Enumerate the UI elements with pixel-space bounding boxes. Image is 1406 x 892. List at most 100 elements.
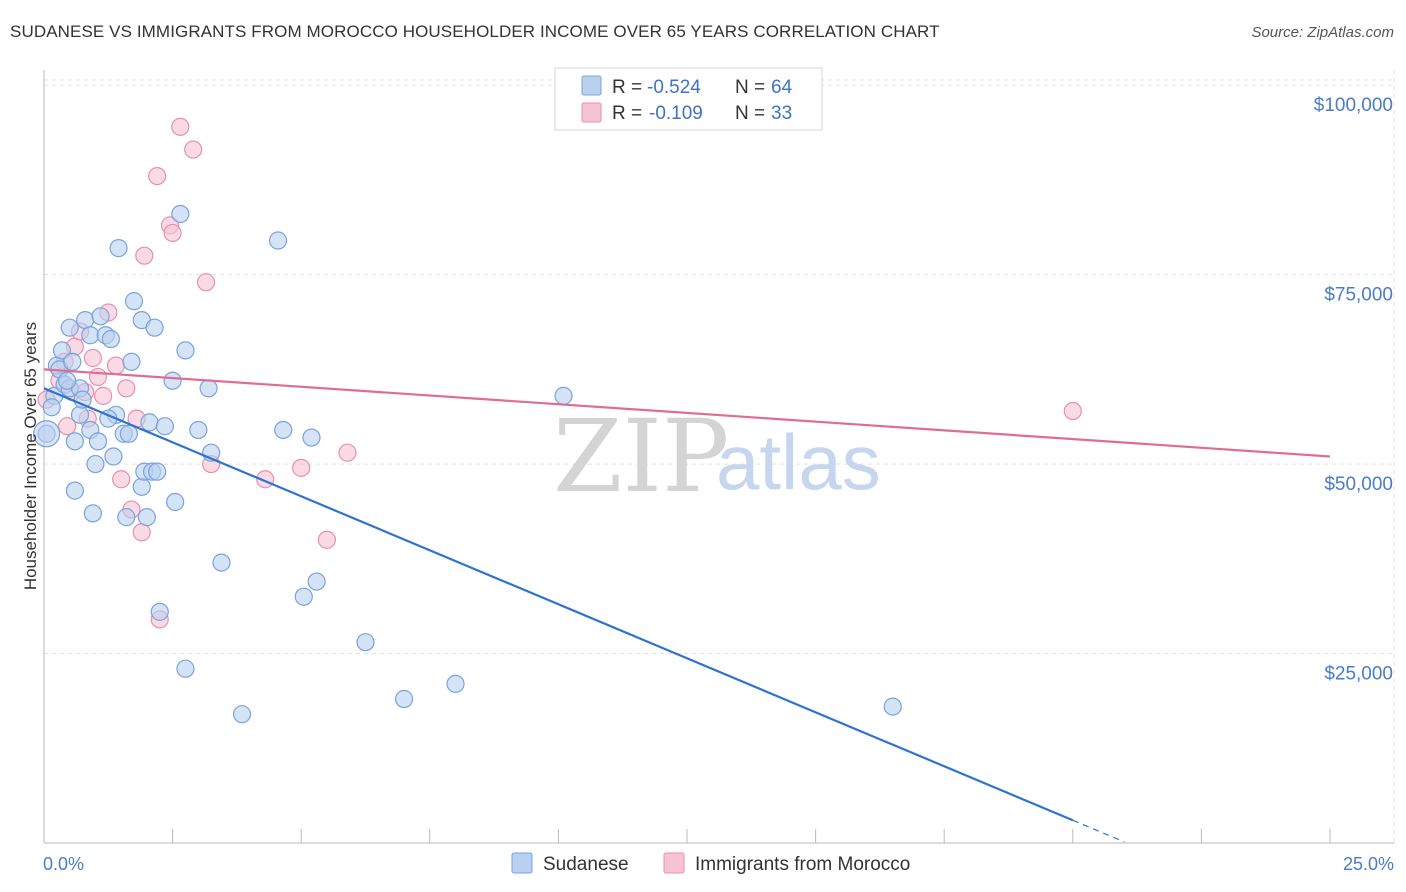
- sudanese-point: [60, 318, 79, 337]
- sudanese-point: [554, 386, 573, 405]
- sudanese-point: [212, 553, 231, 572]
- chart-title: SUDANESE VS IMMIGRANTS FROM MOROCCO HOUS…: [10, 22, 940, 41]
- morocco-point: [184, 140, 203, 159]
- y-axis-title: Householder Income Over 65 years: [21, 322, 40, 590]
- sudanese-point: [58, 371, 77, 390]
- series-legend: Sudanese Immigrants from Morocco: [511, 852, 910, 875]
- watermark: ZIP atlas: [553, 398, 881, 515]
- sudanese-point: [76, 310, 95, 330]
- y-tick-label: $100,000: [1314, 95, 1393, 116]
- x-tick-label-max: 25.0%: [1343, 854, 1394, 874]
- axes: [43, 70, 1394, 844]
- sudanese-point: [163, 371, 182, 390]
- sudanese-trend-extension: [1072, 819, 1125, 843]
- sudanese-point: [274, 420, 293, 440]
- sudanese-point: [307, 572, 326, 591]
- legend-r-label: R =: [612, 77, 642, 98]
- sudanese-point: [52, 341, 72, 360]
- sudanese-point: [117, 508, 136, 527]
- morocco-point: [88, 367, 108, 387]
- sudanese-point: [883, 697, 902, 716]
- legend-n-label: N =: [735, 77, 765, 98]
- sudanese-point: [83, 504, 102, 523]
- sudanese-point: [171, 204, 190, 224]
- sudanese-point: [86, 454, 105, 474]
- sudanese-point: [81, 326, 100, 345]
- sudanese-point: [446, 674, 465, 693]
- morocco-point: [171, 117, 190, 136]
- source-credit: Source: ZipAtlas.com: [1251, 24, 1394, 41]
- sudanese-point: [88, 432, 108, 451]
- morocco-point: [94, 386, 113, 405]
- sudanese-point: [155, 417, 174, 436]
- sudanese-point: [176, 659, 195, 678]
- y-tick-label: $75,000: [1324, 285, 1393, 306]
- sudanese-point: [65, 432, 84, 451]
- morocco-point: [135, 246, 154, 265]
- sudanese-point: [150, 602, 169, 621]
- morocco-point: [106, 356, 126, 375]
- legend-r-label: R =: [612, 103, 642, 124]
- morocco-point: [58, 417, 77, 436]
- sudanese-point: [119, 424, 138, 443]
- morocco-point: [112, 470, 131, 489]
- sudanese-point: [122, 352, 141, 371]
- morocco-point: [196, 273, 216, 292]
- sudanese-trend-line: [43, 387, 1074, 822]
- sudanese-point: [302, 428, 321, 447]
- sudanese-point: [137, 508, 156, 527]
- watermark-zip: ZIP: [553, 398, 729, 515]
- morocco-point: [83, 348, 102, 368]
- morocco-points: [37, 117, 1082, 629]
- sudanese-point: [176, 341, 195, 360]
- morocco-point: [117, 379, 136, 398]
- x-tick-label-min: 0.0%: [43, 854, 84, 874]
- sudanese-point: [199, 379, 218, 398]
- sudanese-point: [63, 352, 82, 371]
- morocco-point: [338, 443, 357, 462]
- morocco-point: [132, 523, 151, 542]
- sudanese-point: [148, 462, 167, 481]
- sudanese-points: [32, 204, 902, 724]
- sudanese-point: [189, 420, 208, 440]
- stats-legend: R = -0.524 N = 64 R = -0.109 N = 33: [554, 67, 823, 131]
- legend-sudanese-label: Sudanese: [543, 854, 629, 875]
- sudanese-point: [104, 447, 123, 466]
- morocco-trend-line: [43, 368, 1331, 458]
- y-tick-label: $25,000: [1324, 664, 1393, 685]
- sudanese-point: [73, 390, 92, 409]
- sudanese-point: [232, 705, 252, 724]
- legend-n-value-morocco: 33: [771, 103, 792, 124]
- morocco-point: [1063, 401, 1082, 421]
- trend-lines: [43, 368, 1331, 843]
- sudanese-point: [109, 238, 128, 258]
- sudanese-point: [124, 292, 144, 311]
- sudanese-point: [42, 398, 61, 417]
- morocco-swatch: [581, 102, 602, 123]
- sudanese-point: [145, 318, 164, 337]
- sudanese-point: [356, 633, 375, 652]
- legend-n-label: N =: [735, 103, 765, 124]
- legend-morocco-icon: [663, 852, 685, 874]
- legend-n-value-sudanese: 64: [771, 77, 793, 98]
- sudanese-point: [394, 689, 414, 709]
- legend-morocco-label: Immigrants from Morocco: [695, 854, 910, 875]
- morocco-point: [163, 223, 182, 243]
- sudanese-point: [65, 481, 84, 500]
- sudanese-point: [140, 413, 159, 432]
- sudanese-point: [70, 405, 90, 424]
- watermark-atlas: atlas: [716, 418, 881, 506]
- legend-sudanese-icon: [511, 852, 533, 874]
- morocco-point: [148, 166, 167, 186]
- legend-r-value-sudanese: -0.524: [647, 77, 701, 98]
- y-tick-label: $50,000: [1324, 474, 1393, 495]
- sudanese-swatch: [581, 75, 602, 96]
- y-tick-labels: $25,000 $50,000 $75,000 $100,000: [1314, 95, 1393, 684]
- sudanese-point: [268, 231, 288, 250]
- legend-r-value-morocco: -0.109: [649, 103, 703, 124]
- sudanese-point: [166, 492, 185, 512]
- sudanese-point: [101, 329, 120, 349]
- sudanese-point: [294, 587, 313, 606]
- sudanese-point: [132, 477, 151, 496]
